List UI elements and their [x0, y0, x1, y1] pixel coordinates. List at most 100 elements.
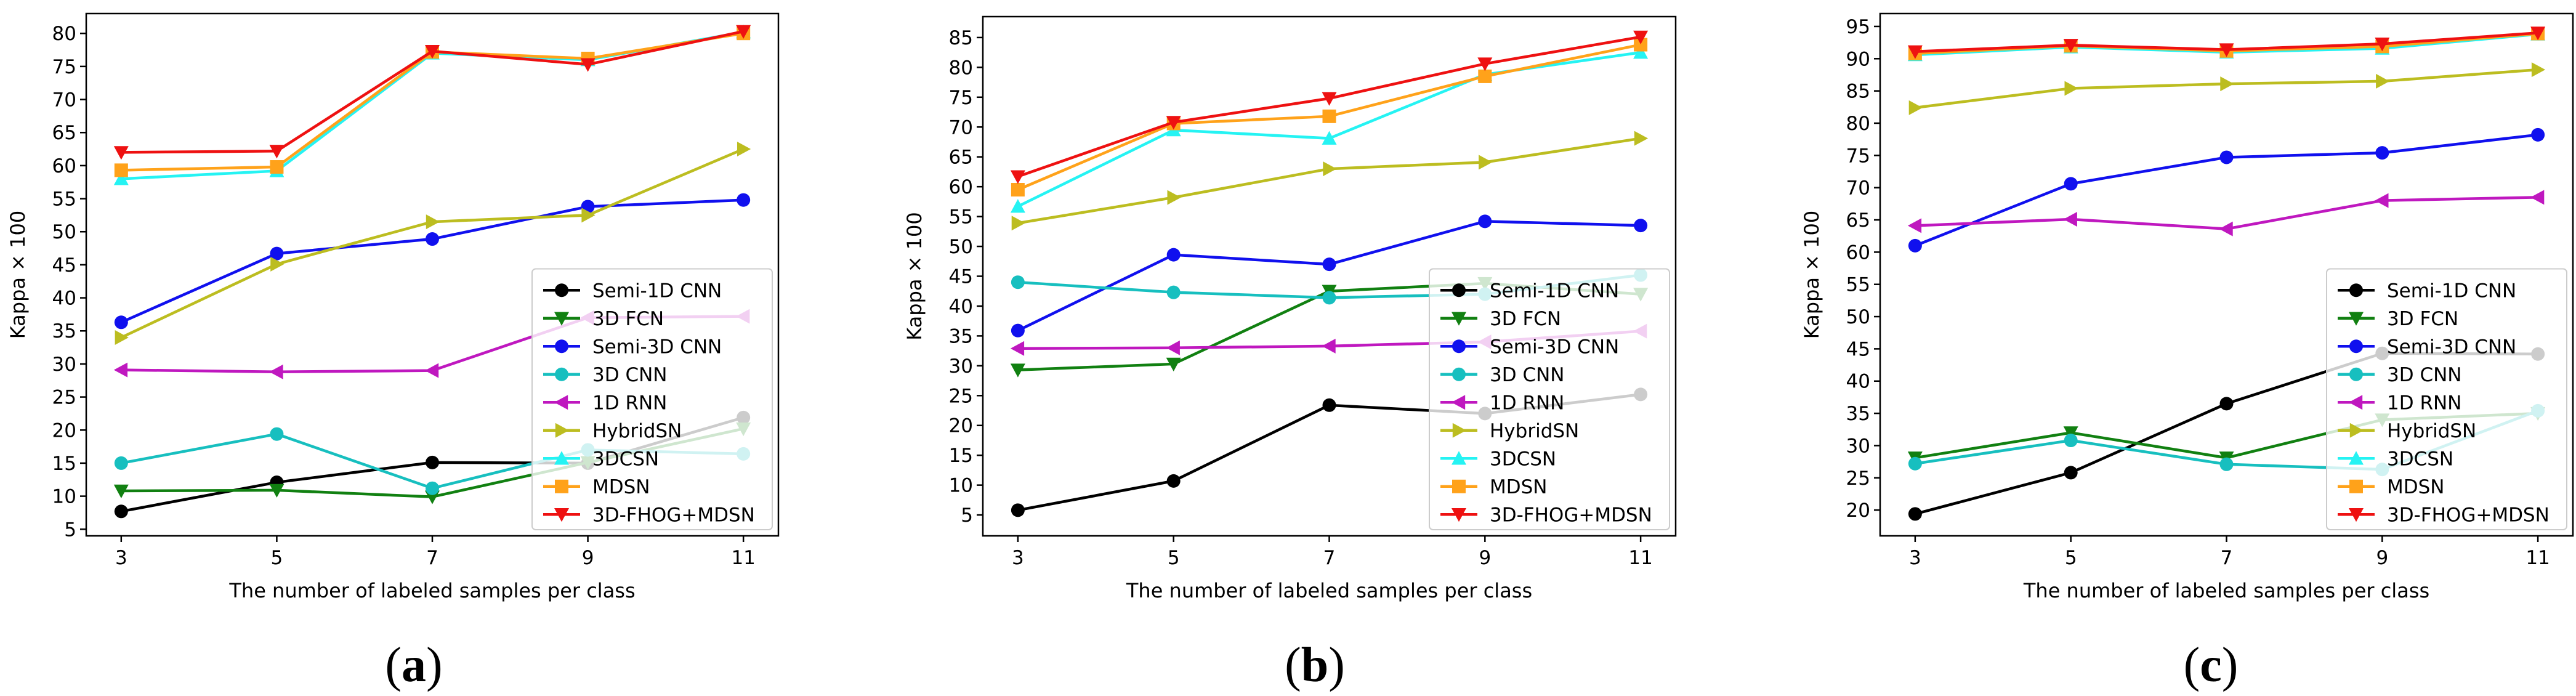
y-tick-label: 75	[949, 87, 973, 109]
y-tick-label: 75	[1846, 145, 1870, 167]
legend-entry-label: 3DCSN	[2387, 448, 2453, 470]
data-point	[737, 193, 751, 207]
x-tick-label: 11	[1628, 547, 1652, 569]
panel-caption-a: (a)	[385, 638, 443, 692]
legend: Semi-1D CNN 3D FCN Semi-3D CNN 3D CNN 1D RNN…	[1429, 268, 1670, 530]
data-point	[1322, 131, 1337, 145]
x-tick-label: 7	[426, 547, 438, 569]
data-point	[1011, 183, 1025, 196]
x-tick-label: 9	[1479, 547, 1491, 569]
data-point	[1477, 57, 1493, 71]
y-tick-label: 65	[52, 122, 76, 144]
y-tick-label: 20	[1846, 500, 1870, 522]
y-tick-label: 5	[961, 504, 973, 527]
legend-swatch-marker	[554, 395, 568, 410]
y-tick-label: 65	[949, 147, 973, 169]
x-axis-label: The number of labeled samples per class	[2023, 579, 2429, 602]
data-point	[113, 362, 128, 378]
series-line-8	[1017, 35, 1641, 178]
data-point	[114, 163, 128, 177]
legend-entry-label: 3D-FHOG+MDSN	[2387, 504, 2550, 526]
x-tick-label: 3	[1012, 547, 1024, 569]
legend-entry-label: 1D RNN	[592, 392, 667, 414]
y-tick-label: 50	[52, 221, 76, 243]
y-tick-label: 45	[949, 266, 973, 288]
x-tick-label: 3	[1909, 547, 1921, 569]
data-point	[270, 427, 284, 441]
data-point	[1322, 109, 1336, 123]
legend-swatch-marker	[2349, 479, 2363, 493]
y-tick-label: 55	[52, 188, 76, 211]
x-tick-label: 5	[2065, 547, 2077, 569]
data-point	[1166, 285, 1181, 299]
y-tick-label: 25	[1846, 467, 1870, 490]
data-point	[2530, 26, 2546, 41]
data-point	[425, 363, 439, 378]
y-tick-label: 35	[1846, 403, 1870, 425]
data-point	[1634, 219, 1648, 233]
y-tick-label: 30	[52, 354, 76, 376]
data-point	[1010, 170, 1025, 184]
legend-entry-label: MDSN	[2387, 476, 2444, 498]
data-point	[1166, 357, 1181, 371]
data-point	[2375, 146, 2389, 160]
legend-entry-label: Semi-1D CNN	[1490, 280, 1619, 302]
legend-swatch-marker	[2349, 423, 2364, 438]
data-point	[426, 455, 439, 469]
y-tick-label: 40	[949, 296, 973, 318]
x-tick-label: 11	[731, 547, 755, 569]
data-point	[425, 44, 440, 59]
data-point	[2220, 76, 2234, 92]
y-axis-label: Kappa × 100	[903, 212, 926, 341]
data-point	[270, 160, 284, 174]
y-tick-label: 20	[949, 415, 973, 437]
y-tick-label: 55	[949, 206, 973, 229]
legend: Semi-1D CNN 3D FCN Semi-3D CNN 3D CNN 1D RNN…	[531, 268, 773, 530]
y-tick-label: 85	[949, 27, 973, 49]
data-point	[2219, 221, 2233, 237]
data-point	[1011, 503, 1025, 517]
legend-entry-label: Semi-3D CNN	[592, 336, 722, 358]
data-point	[1322, 291, 1336, 305]
y-tick-label: 90	[1846, 48, 1870, 70]
legend-swatch-marker	[555, 367, 568, 381]
y-tick-label: 60	[949, 176, 973, 198]
y-tick-label: 50	[1846, 306, 1870, 328]
data-point	[1166, 340, 1180, 355]
x-tick-label: 5	[271, 547, 283, 569]
data-point	[1166, 474, 1181, 488]
data-point	[1907, 218, 1922, 233]
legend-swatch-marker	[1452, 508, 1466, 522]
data-point	[2219, 43, 2234, 57]
legend-entry-label: 3D-FHOG+MDSN	[1490, 504, 1652, 526]
y-tick-label: 80	[949, 57, 973, 79]
data-point	[736, 25, 751, 39]
data-point	[113, 146, 129, 160]
data-point	[580, 58, 596, 72]
data-point	[1166, 116, 1181, 130]
x-tick-label: 9	[582, 547, 594, 569]
y-tick-label: 45	[52, 254, 76, 277]
data-point	[270, 246, 284, 261]
legend-entry-label: 3D FCN	[2387, 308, 2458, 330]
legend-entry-label: 3D FCN	[592, 308, 664, 330]
data-point	[1167, 190, 1181, 205]
legend-swatch-marker	[554, 508, 569, 522]
legend-entry-label: 1D RNN	[2387, 392, 2461, 414]
y-tick-label: 5	[64, 519, 76, 541]
data-point	[426, 481, 439, 495]
data-point	[1010, 363, 1025, 378]
x-tick-label: 5	[1168, 547, 1180, 569]
data-point	[1010, 199, 1025, 213]
legend-entry-label: Semi-3D CNN	[2387, 336, 2516, 358]
legend-entry-label: HybridSN	[1490, 420, 1579, 442]
legend-swatch-marker	[555, 423, 569, 438]
data-point	[2531, 127, 2545, 142]
legend-entry-label: MDSN	[1490, 476, 1547, 498]
data-point	[581, 208, 596, 223]
y-tick-label: 65	[1846, 209, 1870, 232]
data-point	[113, 171, 129, 185]
y-tick-label: 35	[52, 320, 76, 342]
